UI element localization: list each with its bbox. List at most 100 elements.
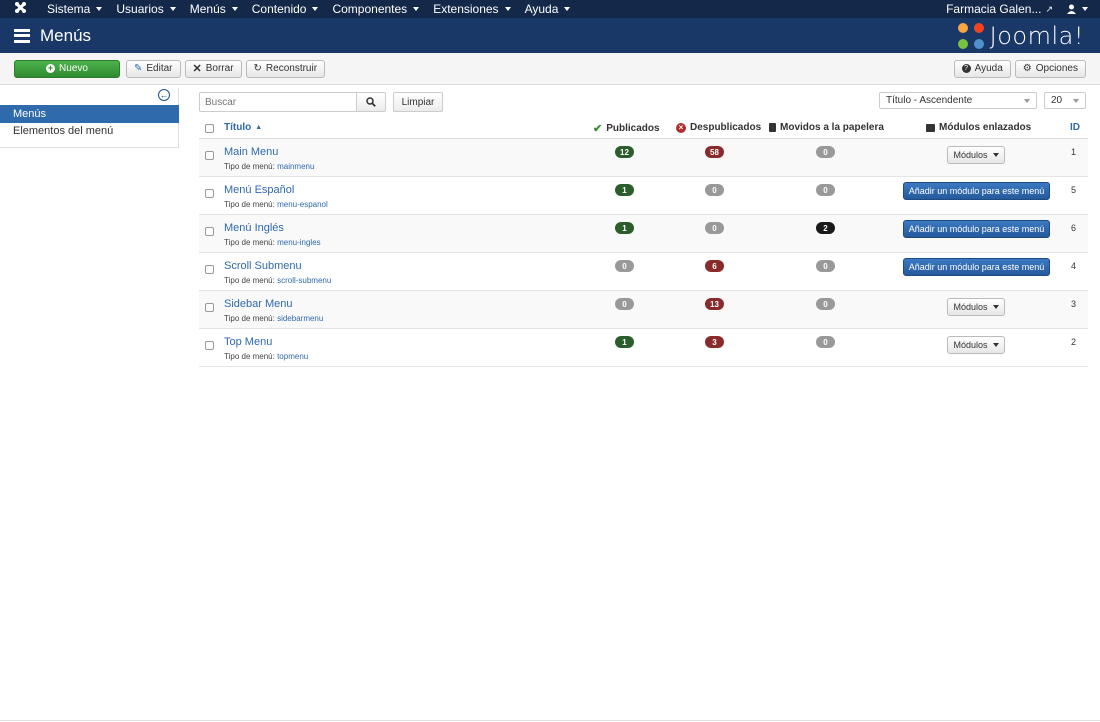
published-badge[interactable]: 0 — [615, 298, 634, 310]
add-module-button[interactable]: Añadir un módulo para este menú — [903, 220, 1050, 238]
published-badge[interactable]: 12 — [615, 146, 634, 158]
top-navbar: Sistema Usuarios Menús Contenido Compone… — [0, 0, 1100, 18]
menu-type: Tipo de menú: topmenu — [224, 352, 308, 361]
modules-button-label: Módulos — [953, 302, 988, 312]
search-input[interactable] — [199, 92, 357, 112]
joomla-icon[interactable] — [0, 1, 40, 17]
user-menu[interactable] — [1060, 4, 1100, 14]
menu-title-link[interactable]: Menú Español — [224, 184, 295, 196]
menu-id: 1 — [1071, 147, 1077, 157]
menu-type-value[interactable]: menu-ingles — [277, 238, 321, 247]
menu-title-link[interactable]: Scroll Submenu — [224, 260, 302, 272]
ordering-select[interactable]: Título - Ascendente — [879, 92, 1037, 109]
filter-bar: Limpiar Título - Ascendente 20 — [199, 92, 1088, 112]
caret-down-icon — [504, 7, 511, 11]
menu-type-value[interactable]: menu-espanol — [277, 200, 328, 209]
select-arrow-icon — [1024, 99, 1030, 103]
header-id[interactable]: ID — [1070, 122, 1080, 133]
close-icon: ✕ — [192, 63, 202, 75]
row-checkbox[interactable] — [205, 227, 214, 236]
nav-menu-usuarios[interactable]: Usuarios — [109, 2, 182, 16]
published-badge[interactable]: 1 — [615, 184, 634, 196]
page-title: Menús — [40, 25, 92, 45]
trashed-badge[interactable]: 0 — [816, 146, 835, 158]
row-checkbox[interactable] — [205, 303, 214, 312]
sidebar-item-menus[interactable]: Menús — [0, 105, 179, 123]
row-checkbox[interactable] — [205, 189, 214, 198]
unpublished-badge[interactable]: 6 — [705, 260, 724, 272]
menu-type: Tipo de menú: menu-espanol — [224, 200, 328, 209]
row-checkbox[interactable] — [205, 265, 214, 274]
check-icon: ✔ — [593, 123, 603, 135]
header-title[interactable]: Título ▲ — [224, 122, 262, 133]
edit-button-label: Editar — [146, 63, 173, 74]
menu-title-link[interactable]: Sidebar Menu — [224, 298, 293, 310]
clear-button[interactable]: Limpiar — [393, 92, 443, 112]
trashed-badge[interactable]: 0 — [816, 184, 835, 196]
unpublished-badge[interactable]: 58 — [705, 146, 724, 158]
unpublished-badge[interactable]: 13 — [705, 298, 724, 310]
edit-button[interactable]: ✎ Editar — [126, 59, 181, 78]
table-header: Título ▲ ✔ Publicados × Despublicados Mo… — [199, 118, 1088, 139]
modules-button-label: Módulos — [953, 150, 988, 160]
brand-text: Joomla! — [989, 22, 1084, 50]
modules-dropdown-button[interactable]: Módulos — [947, 336, 1005, 354]
unpublished-badge[interactable]: 3 — [705, 336, 724, 348]
menu-type-value[interactable]: scroll-submenu — [277, 276, 332, 285]
unpublished-badge[interactable]: 0 — [705, 184, 724, 196]
limit-select[interactable]: 20 — [1044, 92, 1086, 109]
refresh-icon: ↻ — [253, 63, 262, 74]
joomla-logo-icon — [14, 2, 26, 13]
published-badge[interactable]: 1 — [615, 222, 634, 234]
modules-dropdown-button[interactable]: Módulos — [947, 298, 1005, 316]
menu-type-prefix: Tipo de menú: — [224, 200, 275, 209]
nav-menu-ayuda[interactable]: Ayuda — [518, 2, 578, 16]
caret-down-icon — [231, 7, 238, 11]
unpublished-badge[interactable]: 0 — [705, 222, 724, 234]
nav-menu-label: Sistema — [47, 2, 91, 16]
add-module-button[interactable]: Añadir un módulo para este menú — [903, 258, 1050, 276]
published-badge[interactable]: 1 — [615, 336, 634, 348]
collapse-sidebar-icon[interactable]: ← — [158, 89, 170, 101]
menu-type-value[interactable]: mainmenu — [277, 162, 315, 171]
select-all-checkbox[interactable] — [205, 124, 214, 133]
nav-menu-menus[interactable]: Menús — [183, 2, 245, 16]
nav-menu-extensiones[interactable]: Extensiones — [426, 2, 517, 16]
search-button[interactable] — [356, 92, 386, 112]
menu-title-link[interactable]: Top Menu — [224, 336, 273, 348]
rebuild-button[interactable]: ↻ Reconstruir — [245, 59, 326, 78]
header-title-label: Título — [224, 122, 252, 133]
header-id-label: ID — [1070, 122, 1080, 133]
delete-button[interactable]: ✕ Borrar — [184, 59, 242, 78]
table-row: Sidebar Menu Tipo de menú: sidebarmenu 0 13… — [199, 291, 1088, 329]
menu-type-prefix: Tipo de menú: — [224, 162, 275, 171]
external-link-icon: ↗ — [1045, 3, 1053, 14]
trashed-badge[interactable]: 0 — [816, 298, 835, 310]
new-button[interactable]: + Nuevo — [14, 59, 120, 78]
nav-menu-contenido[interactable]: Contenido — [245, 2, 326, 16]
table-row: Menú Español Tipo de menú: menu-espanol 1 0… — [199, 177, 1088, 215]
help-button[interactable]: ? Ayuda — [953, 59, 1011, 78]
trashed-badge[interactable]: 0 — [816, 336, 835, 348]
limit-value: 20 — [1051, 95, 1063, 106]
row-checkbox[interactable] — [205, 341, 214, 350]
trashed-badge[interactable]: 2 — [816, 222, 835, 234]
published-badge[interactable]: 0 — [615, 260, 634, 272]
menu-type-value[interactable]: topmenu — [277, 352, 309, 361]
nav-menu-label: Contenido — [251, 2, 307, 16]
modules-dropdown-button[interactable]: Módulos — [947, 146, 1005, 164]
nav-menu-componentes[interactable]: Componentes — [325, 2, 426, 16]
trashed-badge[interactable]: 0 — [816, 260, 835, 272]
add-module-button[interactable]: Añadir un módulo para este menú — [903, 182, 1050, 200]
row-checkbox[interactable] — [205, 151, 214, 160]
menu-type-prefix: Tipo de menú: — [224, 352, 275, 361]
caret-down-icon — [992, 153, 999, 157]
nav-menu-sistema[interactable]: Sistema — [40, 2, 109, 16]
options-button[interactable]: ⚙ Opciones — [1014, 59, 1086, 78]
site-link[interactable]: Farmacia Galen... ↗ — [939, 2, 1060, 16]
edit-icon: ✎ — [134, 63, 143, 74]
menu-title-link[interactable]: Menú Inglés — [224, 222, 284, 234]
menu-type-value[interactable]: sidebarmenu — [277, 314, 324, 323]
sidebar-item-menu-items[interactable]: Elementos del menú — [0, 122, 179, 140]
menu-title-link[interactable]: Main Menu — [224, 146, 279, 158]
